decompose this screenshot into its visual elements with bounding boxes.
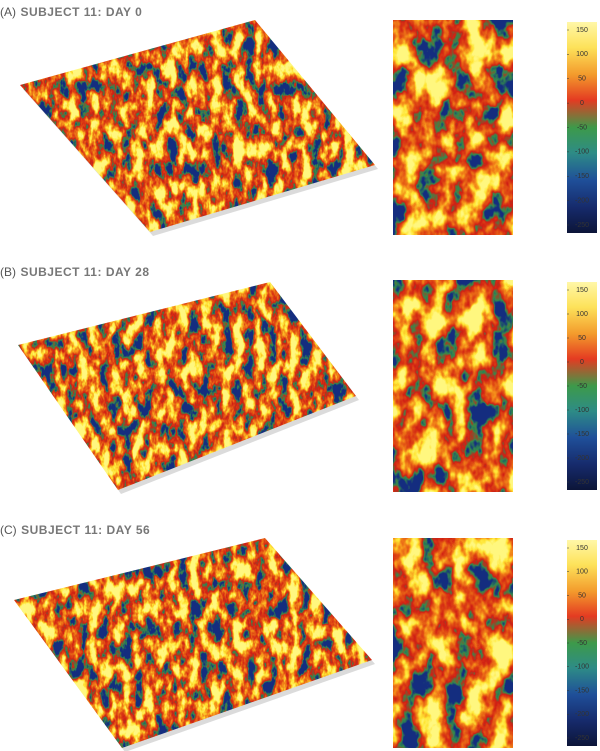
surface-plot (14, 538, 372, 748)
colorbar-tick-label: -100 (575, 149, 589, 156)
colorbar (567, 540, 597, 746)
colorbar-tick-label: 150 (576, 545, 588, 552)
colorbar-tick-label: -200 (575, 197, 589, 204)
colorbar-tick-label: 0 (580, 100, 584, 107)
panels: (A) SUBJECT 11: DAY 0 150 100 50 0 -50 -100 -15… (0, 3, 597, 751)
colorbar-tick-label: -200 (575, 711, 589, 718)
colorbar-tick-label: -50 (577, 124, 587, 131)
surface-plot (18, 282, 356, 490)
colorbar-tick-label: 50 (578, 335, 586, 342)
panel-label: (B) (0, 265, 16, 279)
colorbar-tick-label: -150 (575, 687, 589, 694)
panel-heading: (A) SUBJECT 11: DAY 0 (0, 3, 142, 20)
colorbar-tick-label: -250 (575, 222, 589, 229)
panel-title: SUBJECT 11: DAY 0 (20, 5, 142, 19)
colorbar-tick-label: 50 (578, 76, 586, 83)
panel: (C) SUBJECT 11: DAY 56 150 100 50 0 -50 -100 -1… (0, 521, 597, 751)
colorbar-tick-label: 100 (576, 51, 588, 58)
panel-title: SUBJECT 11: DAY 28 (20, 265, 149, 279)
colorbar-tick-label: 100 (576, 569, 588, 576)
colorbar-tick-label: -150 (575, 173, 589, 180)
heatmap (393, 538, 513, 748)
colorbar-tick-label: 100 (576, 311, 588, 318)
surface-plot (20, 20, 375, 232)
colorbar-tick-label: -100 (575, 664, 589, 671)
colorbar-tick-label: -50 (577, 383, 587, 390)
colorbar-tick-label: 0 (580, 616, 584, 623)
colorbar-tick-label: -150 (575, 431, 589, 438)
panel-heading: (B) SUBJECT 11: DAY 28 (0, 263, 150, 280)
heatmap (393, 20, 513, 235)
colorbar-tick-label: -50 (577, 640, 587, 647)
heatmap (393, 280, 513, 492)
panel-title: SUBJECT 11: DAY 56 (21, 523, 150, 537)
colorbar-tick-label: -250 (575, 735, 589, 742)
colorbar-tick-label: -100 (575, 407, 589, 414)
colorbar-tick-label: 150 (576, 27, 588, 34)
panel: (A) SUBJECT 11: DAY 0 150 100 50 0 -50 -100 -15… (0, 3, 597, 236)
panel-label: (A) (0, 5, 16, 19)
colorbar-tick-label: 50 (578, 592, 586, 599)
colorbar-tick-label: 0 (580, 359, 584, 366)
panel: (B) SUBJECT 11: DAY 28 150 100 50 0 -50 -100 -1… (0, 263, 597, 494)
colorbar-tick-label: -250 (575, 479, 589, 486)
colorbar (567, 282, 597, 490)
colorbar-tick-label: 150 (576, 287, 588, 294)
panel-label: (C) (0, 523, 17, 537)
panel-heading: (C) SUBJECT 11: DAY 56 (0, 521, 150, 538)
colorbar (567, 22, 597, 233)
colorbar-tick-label: -200 (575, 455, 589, 462)
